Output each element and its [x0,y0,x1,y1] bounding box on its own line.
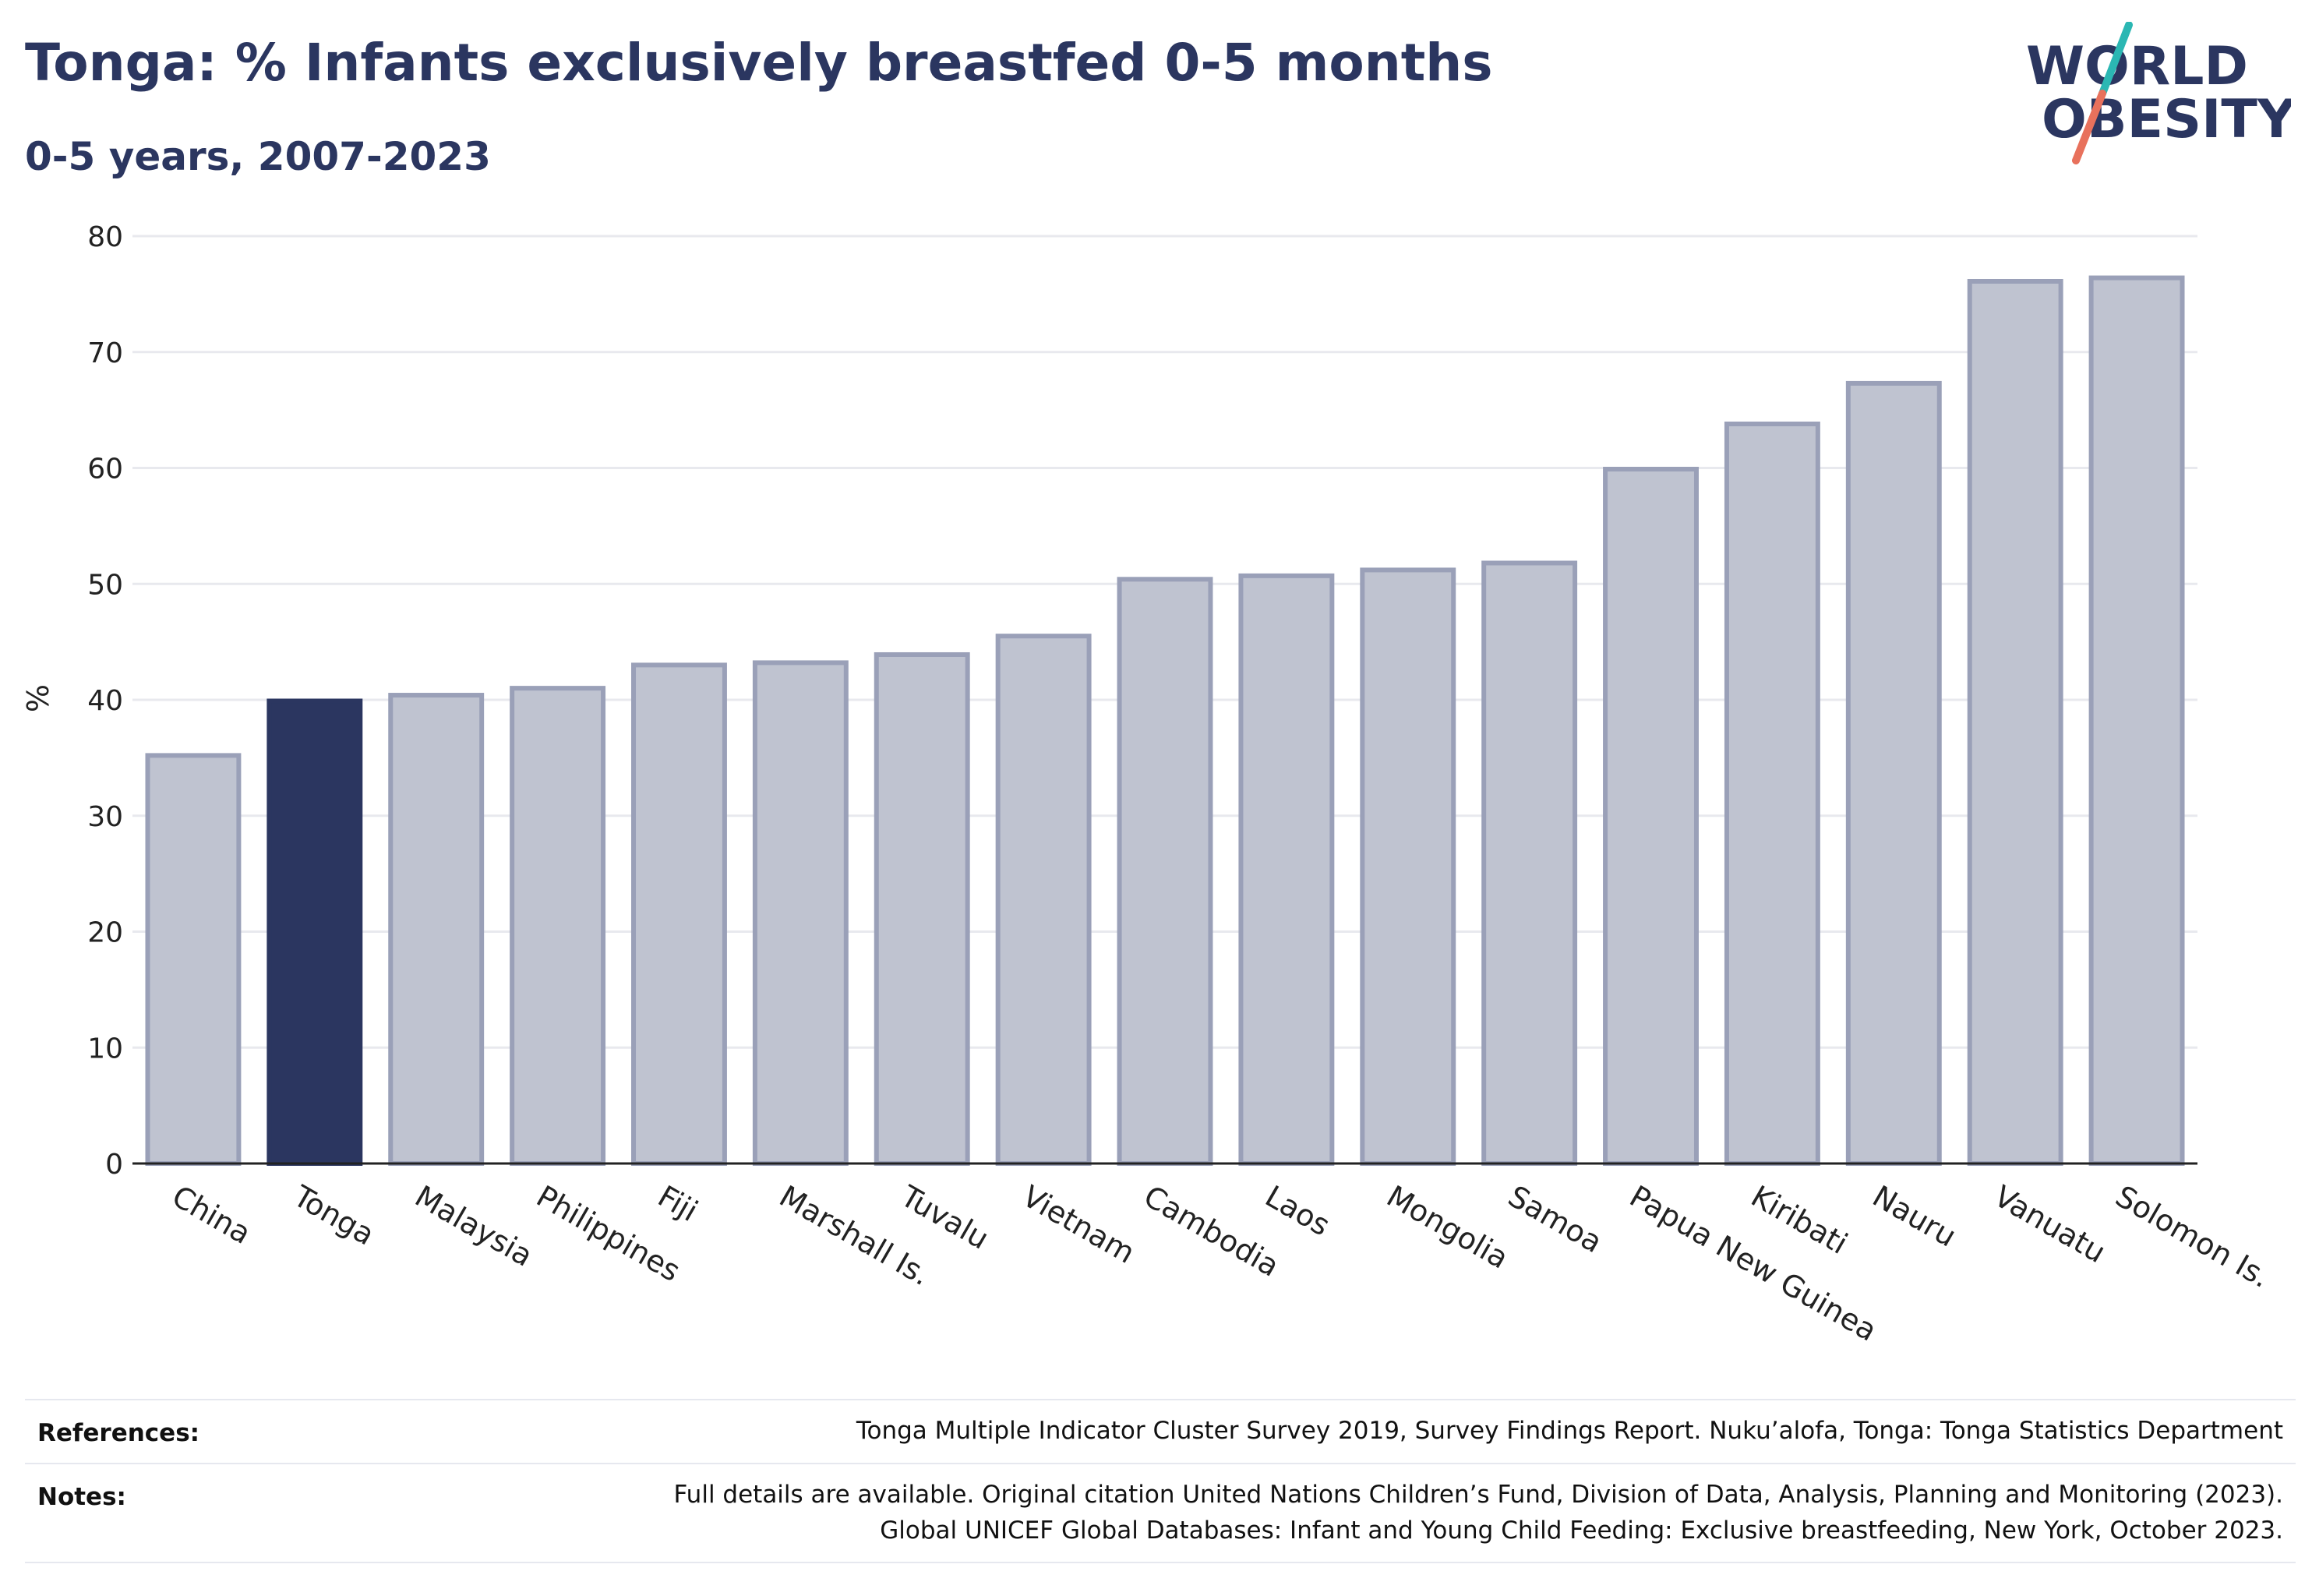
x-tick-label: Nauru [1867,1179,1962,1254]
bar-fiji [631,662,727,1166]
x-tick-label: Tonga [287,1178,379,1252]
references-text: Tonga Multiple Indicator Cluster Survey … [856,1417,2283,1445]
y-tick-label: 60 [87,454,123,486]
references-label: References: [37,1419,200,1447]
bar-marshall-is [752,660,849,1166]
bar-mongolia [1360,567,1456,1166]
bar-china [145,753,242,1166]
x-tick-label: Vanuatu [1989,1179,2112,1269]
bar-vanuatu [1967,279,2063,1167]
bar-vietnam [995,634,1092,1166]
notes-line2: Global UNICEF Global Databases: Infant a… [880,1517,2283,1545]
x-tick-label: Fiji [652,1179,704,1228]
bar-laos [1238,573,1335,1166]
bars [145,275,2185,1167]
notes-label: Notes: [37,1483,126,1511]
notes-text: Full details are available. Original cit… [674,1477,2283,1548]
y-tick-label: 70 [87,337,123,369]
y-tick-label: 80 [87,221,123,253]
chart-title: Tonga: % Infants exclusively breastfed 0… [25,33,1493,93]
bar-tuvalu [874,651,970,1166]
y-tick-label: 30 [87,801,123,833]
logo-line1: WORLD [2026,36,2248,97]
bar-philippines [510,686,606,1166]
notes-row: Notes: Full details are available. Origi… [25,1463,2296,1563]
y-tick-label: 50 [87,569,123,601]
x-tick-label: Solomon Is. [2110,1179,2276,1294]
x-tick-label: Vietnam [1017,1179,1141,1270]
y-tick-label: 40 [87,685,123,717]
bar-samoa [1481,560,1578,1166]
x-tick-label: Laos [1259,1179,1336,1243]
x-tick-label: Cambodia [1138,1179,1285,1284]
bar-solomon-is [2088,275,2185,1166]
bar-cambodia [1117,577,1213,1166]
bar-kiribati [1724,421,1820,1166]
bar-tonga [267,698,363,1166]
bar-malaysia [388,693,485,1166]
x-tick-label: Mongolia [1381,1179,1514,1276]
y-axis-label: % [21,684,55,712]
y-tick-label: 10 [87,1033,123,1065]
y-tick-label: 20 [87,917,123,949]
x-tick-label: Malaysia [409,1179,538,1273]
chart-subtitle: 0-5 years, 2007-2023 [25,134,491,179]
x-tick-label: Tuvalu [895,1178,994,1256]
world-obesity-logo: WORLD OBESITY [2026,22,2291,164]
y-tick-label: 0 [105,1149,123,1181]
logo-slash-teal [2099,22,2133,97]
notes-line1: Full details are available. Original cit… [673,1481,2283,1509]
bar-papua-new-guinea [1603,466,1699,1166]
references-row: References: Tonga Multiple Indicator Clu… [25,1399,2296,1463]
x-tick-label: China [166,1179,256,1251]
x-tick-label: Samoa [1502,1179,1608,1260]
logo-slash-coral [2072,90,2106,164]
bar-nauru [1845,380,1942,1167]
